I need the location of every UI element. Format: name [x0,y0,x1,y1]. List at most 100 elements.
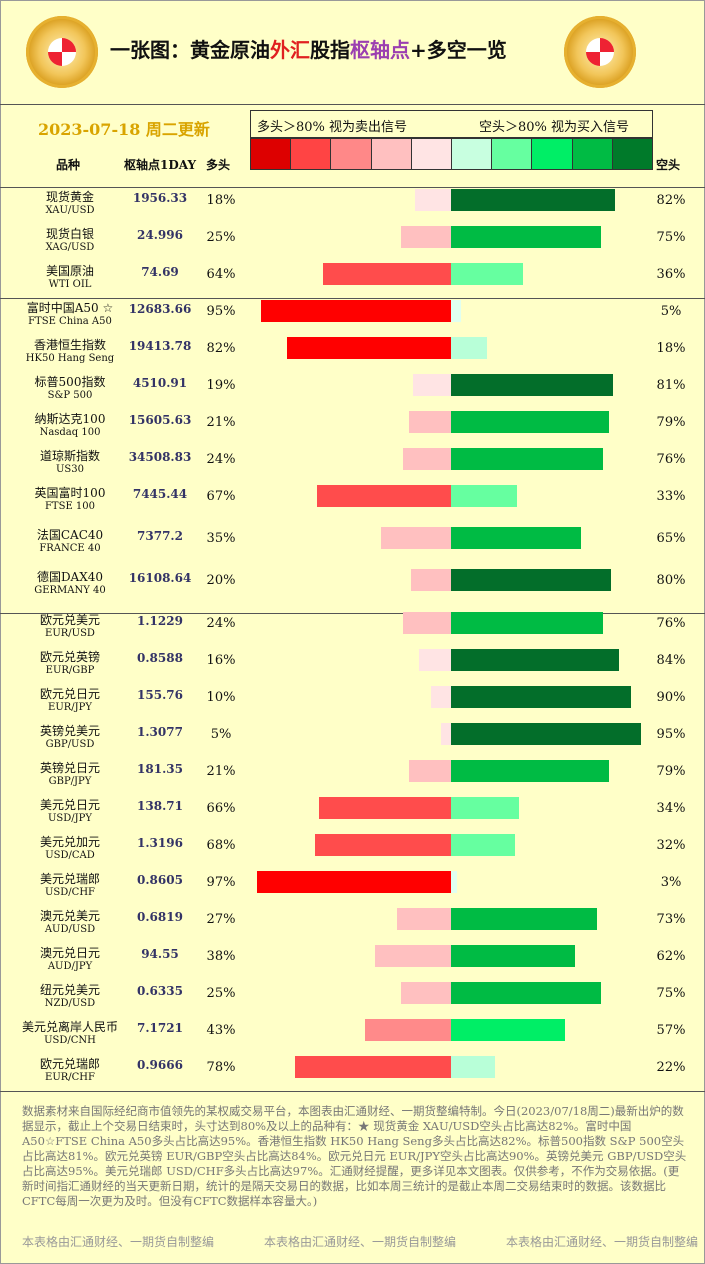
row-name-cn: 美元兑离岸人民币 [21,1020,118,1034]
row-name-en: XAU/USD [45,205,95,216]
long-bar [319,797,451,819]
long-percent: 43% [206,1023,236,1038]
long-percent: 78% [206,1060,236,1075]
short-bar [451,1056,495,1078]
row-name-en: AUD/USD [44,924,96,935]
long-bar [323,263,451,285]
row-name-en: USD/CAD [45,850,95,861]
row-name-en: EUR/JPY [48,702,92,713]
pivot-value: 7445.44 [132,487,188,501]
update-date: 2023-07-18 周二更新 [38,120,210,139]
row-name-cn: 英国富时100 [34,486,106,500]
scale-swatch [411,139,453,169]
long-bar [397,908,451,930]
pivot-value: 7.1721 [137,1021,183,1035]
short-percent: 81% [656,378,686,393]
long-bar [401,226,451,248]
row-name-cn: 香港恒生指数 [33,338,106,352]
short-bar [451,411,609,433]
short-percent: 76% [656,616,686,631]
short-bar [451,300,461,322]
long-bar [415,189,451,211]
scale-swatch [331,139,372,169]
short-percent: 5% [660,304,682,319]
long-percent: 25% [206,230,236,245]
scale-swatch [371,139,412,169]
page-title: 一张图：黄金原油外汇股指枢轴点+多空一览 [110,38,507,62]
short-bar [451,485,517,507]
long-percent: 21% [206,415,236,430]
long-bar [295,1056,451,1078]
header-name: 品种 [56,158,81,172]
row-name-cn: 德国DAX40 [36,570,104,584]
row-name-cn: 澳元兑美元 [39,909,100,923]
short-bar [451,527,581,549]
pivot-value: 0.8588 [137,651,183,665]
pivot-value: 1.3196 [137,836,183,850]
row-name: 富时中国A50 ☆ FTSE China A50 [0,301,140,329]
row-name-en: EUR/CHF [45,1072,95,1083]
long-percent: 5% [210,727,232,742]
row-name: 标普500指数 S&P 500 [0,375,140,403]
footnote: 数据素材来自国际经纪商市值领先的某权威交易平台，本图表由汇通财经、一期货整编特制… [22,1104,687,1208]
pivot-value: 138.71 [137,799,183,813]
row-name-en: USD/JPY [47,813,92,824]
short-percent: 57% [656,1023,686,1038]
short-bar [451,1019,565,1041]
short-percent: 33% [656,489,686,504]
long-percent: 24% [206,452,236,467]
row-name: 纳斯达克100 Nasdaq 100 [0,412,140,440]
short-percent: 79% [656,415,686,430]
pivot-value: 1956.33 [132,191,188,205]
long-percent: 66% [206,801,236,816]
long-bar [365,1019,451,1041]
scale-swatch [492,139,533,169]
long-percent: 67% [206,489,236,504]
short-bar [451,834,515,856]
long-bar [419,649,451,671]
row-name: 英国富时100 FTSE 100 [0,486,140,514]
row-name: 法国CAC40 FRANCE 40 [0,528,140,556]
row-name-en: EUR/GBP [45,665,95,676]
row-name: 德国DAX40 GERMANY 40 [0,570,140,598]
short-bar [451,569,611,591]
long-percent: 82% [206,341,236,356]
row-name-cn: 纽元兑美元 [39,983,100,997]
row-name: 纽元兑美元 NZD/USD [0,983,140,1011]
short-percent: 82% [656,193,686,208]
row-name-en: GBP/USD [45,739,95,750]
short-bar [451,982,601,1004]
row-name: 现货黄金 XAU/USD [0,190,140,218]
pivot-value: 16108.64 [128,571,192,585]
row-name-en: FRANCE 40 [39,543,101,554]
row-name-cn: 英镑兑美元 [39,724,100,738]
short-bar [451,189,615,211]
pivot-value: 94.55 [141,947,179,961]
long-bar [287,337,451,359]
row-name-cn: 美国原油 [45,264,94,278]
long-bar [411,569,451,591]
long-percent: 27% [206,912,236,927]
pivot-value: 181.35 [137,762,183,776]
long-percent: 64% [206,267,236,282]
row-name: 香港恒生指数 HK50 Hang Seng [0,338,140,366]
row-name-cn: 欧元兑美元 [39,613,100,627]
divider-header [0,187,705,188]
pivot-value: 12683.66 [128,302,192,316]
pivot-value: 19413.78 [128,339,192,353]
logo-right [564,16,636,88]
color-scale [250,138,653,170]
footer-credit-2: 本表格由汇通财经、一期货自制整编 [264,1235,457,1249]
pivot-value: 1.3077 [137,725,183,739]
short-percent: 95% [656,727,686,742]
row-name-cn: 法国CAC40 [36,528,104,542]
pivot-value: 0.6819 [137,910,183,924]
row-name-en: S&P 500 [47,390,93,401]
scale-swatch [532,139,573,169]
long-percent: 24% [206,616,236,631]
short-percent: 75% [656,230,686,245]
short-percent: 3% [660,875,682,890]
short-percent: 22% [656,1060,686,1075]
row-name: 澳元兑日元 AUD/JPY [0,946,140,974]
pivot-value: 7377.2 [137,529,183,543]
